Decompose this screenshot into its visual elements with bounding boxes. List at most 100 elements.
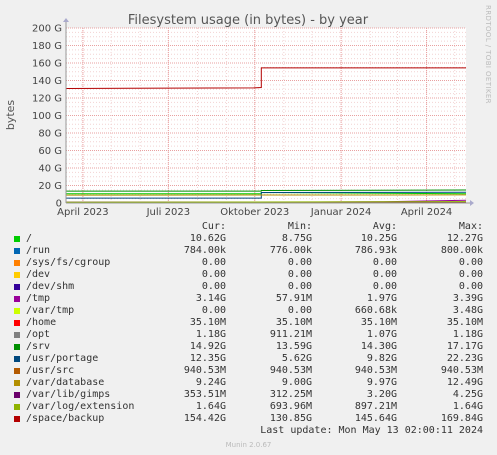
legend-swatch xyxy=(14,260,20,266)
legend-header: Cur: Min: Avg: Max: xyxy=(0,221,497,233)
legend-swatch xyxy=(14,236,20,242)
legend-avg: 897.21M xyxy=(354,401,397,412)
legend-avg: 0.00 xyxy=(372,281,397,292)
legend-row: /opt 1.18G 911.21M 1.07G 1.18G xyxy=(0,329,497,341)
legend-name: /usr/src xyxy=(26,365,75,376)
legend-max: 17.17G xyxy=(446,341,483,352)
legend-max: 35.10M xyxy=(446,317,483,328)
legend-name: /var/lib/gimps xyxy=(26,389,111,400)
legend-min: 8.75G xyxy=(281,233,312,244)
legend-avg: 35.10M xyxy=(360,317,397,328)
legend-cur: 353.51M xyxy=(183,389,226,400)
legend-avg: 940.53M xyxy=(354,365,397,376)
legend-min: 57.91M xyxy=(275,293,312,304)
legend-cur: 1.64G xyxy=(195,401,226,412)
y-tick-label: 20 G xyxy=(38,181,62,192)
legend-min: 312.25M xyxy=(269,389,312,400)
legend-row: /dev/shm 0.00 0.00 0.00 0.00 xyxy=(0,281,497,293)
legend-max: 22.23G xyxy=(446,353,483,364)
tick-labels: 0 20 G 40 G 60 G 80 G 100 G 120 G 140 G 160 G 180… xyxy=(32,24,452,219)
legend-max: 3.39G xyxy=(452,293,483,304)
legend-cur: 0.00 xyxy=(201,257,226,268)
legend-name: /var/tmp xyxy=(26,305,75,316)
legend-max: 1.18G xyxy=(452,329,483,340)
legend-max: 0.00 xyxy=(458,269,483,280)
x-tick-label: April 2023 xyxy=(57,207,108,218)
legend-name: /var/database xyxy=(26,377,105,388)
legend-min: 130.85G xyxy=(269,413,312,424)
y-tick-label: 160 G xyxy=(32,59,62,70)
legend-row: /space/backup 154.42G 130.85G 145.64G 169.84… xyxy=(0,413,497,425)
legend-row: /var/lib/gimps 353.51M 312.25M 3.20G 4.25G xyxy=(0,389,497,401)
legend-cur: 154.42G xyxy=(183,413,226,424)
last-update: Last update: Mon May 13 02:00:11 2024 xyxy=(260,425,483,436)
legend-swatch xyxy=(14,356,20,362)
legend-min: 0.00 xyxy=(287,305,312,316)
legend-max: 3.48G xyxy=(452,305,483,316)
filesystem-usage-chart: 0 20 G 40 G 60 G 80 G 100 G 120 G 140 G 160 G 180… xyxy=(4,5,492,219)
legend-cur: 3.14G xyxy=(195,293,226,304)
header-max: Max: xyxy=(458,221,483,232)
grid xyxy=(66,27,466,204)
legend-name: /tmp xyxy=(26,293,51,304)
legend-max: 0.00 xyxy=(458,281,483,292)
legend-avg: 9.82G xyxy=(366,353,397,364)
y-tick-label: 100 G xyxy=(32,111,62,122)
axes xyxy=(63,18,474,206)
legend-min: 911.21M xyxy=(269,329,312,340)
legend-swatch xyxy=(14,416,20,422)
y-axis-label: bytes xyxy=(4,100,17,131)
legend-min: 0.00 xyxy=(287,281,312,292)
legend-swatch xyxy=(14,332,20,338)
legend-swatch xyxy=(14,284,20,290)
legend-row: /home 35.10M 35.10M 35.10M 35.10M xyxy=(0,317,497,329)
legend-swatch xyxy=(14,308,20,314)
legend-avg: 14.30G xyxy=(360,341,397,352)
legend-cur: 0.00 xyxy=(201,269,226,280)
legend-avg: 10.25G xyxy=(360,233,397,244)
legend-swatch xyxy=(14,404,20,410)
y-tick-label: 60 G xyxy=(38,146,62,157)
legend-name: /opt xyxy=(26,329,51,340)
legend-avg: 0.00 xyxy=(372,269,397,280)
legend-avg: 9.97G xyxy=(366,377,397,388)
legend-row: /tmp 3.14G 57.91M 1.97G 3.39G xyxy=(0,293,497,305)
y-tick-label: 80 G xyxy=(38,129,62,140)
legend-avg: 660.68k xyxy=(354,305,397,316)
legend-row: /var/tmp 0.00 0.00 660.68k 3.48G xyxy=(0,305,497,317)
legend-row: /var/log/extension 1.64G 693.96M 897.21M 1.6… xyxy=(0,401,497,413)
x-axis-arrow xyxy=(470,200,474,206)
x-tick-label: April 2024 xyxy=(401,207,452,218)
y-tick-label: 120 G xyxy=(32,94,62,105)
legend-max: 800.00k xyxy=(440,245,483,256)
legend-min: 9.00G xyxy=(281,377,312,388)
legend-avg: 1.07G xyxy=(366,329,397,340)
legend-name: /run xyxy=(26,245,51,256)
x-tick-label: Juli 2023 xyxy=(146,207,190,218)
y-tick-label: 200 G xyxy=(32,24,62,35)
legend-swatch xyxy=(14,368,20,374)
legend-max: 0.00 xyxy=(458,257,483,268)
legend-max: 1.64G xyxy=(452,401,483,412)
header-min: Min: xyxy=(287,221,312,232)
legend-min: 35.10M xyxy=(275,317,312,328)
x-tick-label: Oktober 2023 xyxy=(220,207,289,218)
legend-min: 693.96M xyxy=(269,401,312,412)
legend: Cur: Min: Avg: Max: / 10.62G 8.75G 10.25G 12… xyxy=(0,221,497,425)
legend-min: 0.00 xyxy=(287,269,312,280)
header-avg: Avg: xyxy=(372,221,397,232)
y-tick-label: 40 G xyxy=(38,164,62,175)
legend-min: 5.62G xyxy=(281,353,312,364)
legend-cur: 14.92G xyxy=(189,341,226,352)
legend-row: /usr/portage 12.35G 5.62G 9.82G 22.23G xyxy=(0,353,497,365)
y-tick-label: 0 xyxy=(56,199,62,210)
legend-name: / xyxy=(26,233,33,244)
legend-swatch xyxy=(14,392,20,398)
legend-swatch xyxy=(14,344,20,350)
legend-cur: 12.35G xyxy=(189,353,226,364)
legend-cur: 9.24G xyxy=(195,377,226,388)
legend-cur: 784.00k xyxy=(183,245,226,256)
legend-min: 0.00 xyxy=(287,257,312,268)
legend-avg: 1.97G xyxy=(366,293,397,304)
legend-avg: 3.20G xyxy=(366,389,397,400)
